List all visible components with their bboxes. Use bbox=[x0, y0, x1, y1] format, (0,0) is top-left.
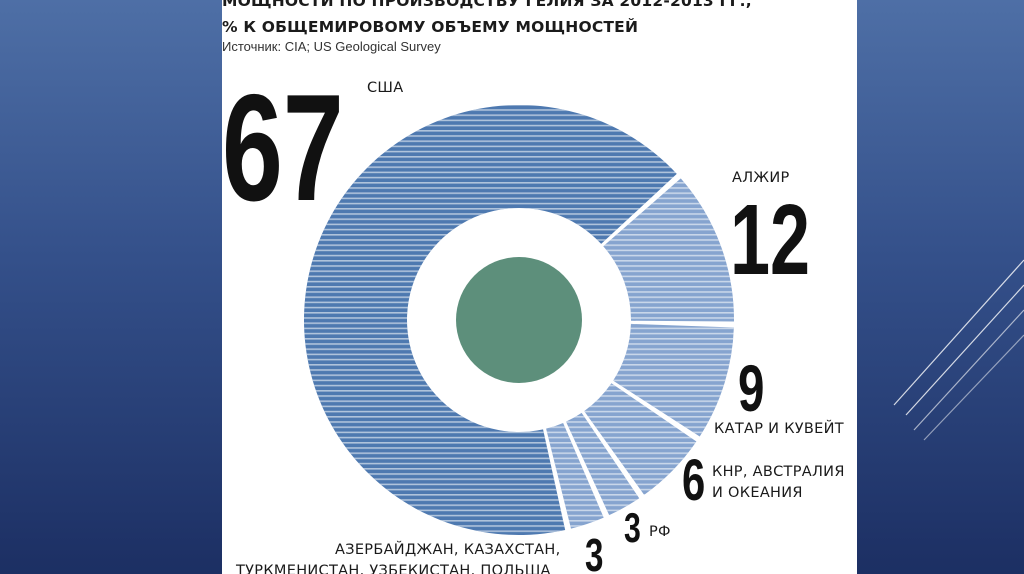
rf-label: РФ bbox=[649, 524, 671, 540]
china-label-line-2: И ОКЕАНИЯ bbox=[712, 485, 803, 501]
donut-chart bbox=[304, 104, 734, 536]
qatar-label: КАТАР И КУВЕЙТ bbox=[714, 421, 844, 437]
usa-label: США bbox=[367, 80, 404, 96]
donut-slice-stripes-2 bbox=[613, 323, 734, 437]
usa-value: 67 bbox=[222, 63, 344, 233]
donut-slice-stripes-0 bbox=[304, 104, 677, 536]
algeria-label: АЛЖИР bbox=[732, 170, 790, 186]
center-circle bbox=[456, 257, 582, 383]
chart-title-line-1: МОЩНОСТИ ПО ПРОИЗВОДСТВУ ГЕЛИЯ ЗА 2012-2… bbox=[222, 0, 752, 10]
other-label-line-1: АЗЕРБАЙДЖАН, КАЗАХСТАН, bbox=[335, 542, 561, 558]
donut-slice-stripes-3 bbox=[584, 383, 697, 495]
rf-value: 3 bbox=[624, 504, 641, 551]
decorative-diagonal-lines bbox=[893, 259, 1024, 441]
donut-slice-stripes-1 bbox=[603, 178, 734, 322]
infographic-card: МОЩНОСТИ ПО ПРОИЗВОДСТВУ ГЕЛИЯ ЗА 2012-2… bbox=[222, 0, 857, 574]
algeria-value: 12 bbox=[730, 184, 811, 296]
other-label-line-2: ТУРКМЕНИСТАН, УЗБЕКИСТАН, ПОЛЬША bbox=[236, 563, 551, 574]
china-label-line-1: КНР, АВСТРАЛИЯ bbox=[712, 464, 845, 480]
donut-slice-stripes-5 bbox=[546, 422, 604, 529]
donut-slice-stripes-4 bbox=[565, 412, 640, 516]
qatar-value: 9 bbox=[738, 351, 765, 425]
chart-source: Источник: CIA; US Geological Survey bbox=[222, 39, 441, 54]
china-value: 6 bbox=[682, 448, 706, 513]
other-value: 3 bbox=[585, 529, 604, 574]
chart-title-line-2: % К ОБЩЕМИРОВОМУ ОБЪЕМУ МОЩНОСТЕЙ bbox=[222, 18, 639, 36]
